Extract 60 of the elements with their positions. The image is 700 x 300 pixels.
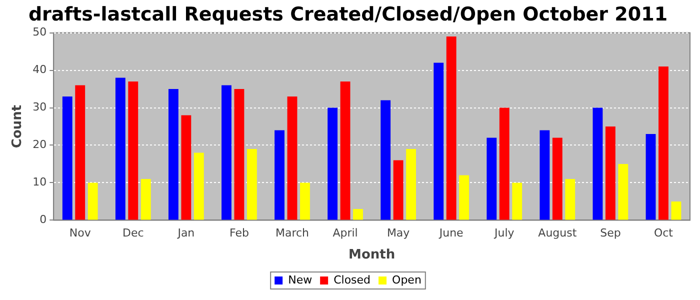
x-tick-label: July [493,226,515,240]
bar [340,82,350,220]
bar [234,89,244,220]
x-tick-label: Dec [122,226,144,240]
bar [499,108,510,220]
bar [62,96,72,220]
bar [434,62,444,220]
y-tick-label: 50 [32,26,47,39]
x-tick-label: August [538,226,578,240]
bar [446,36,456,220]
y-tick-label: 30 [32,100,47,114]
bar [658,66,668,220]
bar [194,152,204,220]
x-tick-label: May [386,226,410,240]
y-tick-label: 40 [32,63,47,76]
bar [300,182,310,220]
bar [646,134,656,220]
bar [140,178,151,220]
bar [75,85,86,220]
bar [380,100,391,220]
bar [287,96,298,220]
bar [605,126,616,220]
legend-label: New [288,273,312,286]
x-tick-label: March [275,226,310,240]
y-axis-title: Count [10,104,26,148]
bar [592,108,603,220]
bar [246,148,257,220]
x-axis-title: Month [348,248,396,263]
bar [459,175,470,220]
bar [540,130,550,220]
x-tick-label: Sep [600,226,621,240]
bar [552,138,562,220]
x-tick-label: June [438,226,464,240]
legend-label: Open [392,273,422,286]
bar [353,208,363,220]
x-tick-label: Feb [229,226,249,240]
bar [565,178,576,220]
bar [486,138,497,220]
bar [512,182,522,220]
bar [406,148,416,220]
y-tick-label: 20 [32,138,47,152]
bar [168,89,178,220]
y-tick-label: 0 [40,213,47,226]
x-tick-label: Jan [176,226,195,240]
legend-label: Closed [334,273,371,286]
x-tick-label: April [332,226,358,240]
bar [328,108,338,220]
bar [128,82,138,220]
bar [618,164,628,220]
y-tick-label: 10 [32,176,47,189]
bar [671,201,682,220]
bar [181,115,192,220]
bar [222,85,232,220]
chart-title: drafts-lastcall Requests Created/Closed/Open October 2011 [28,3,668,26]
bar [88,182,98,220]
x-tick-label: Oct [654,226,674,240]
bar [393,160,404,220]
bar [274,130,284,220]
x-tick-label: Nov [69,226,92,240]
bar [115,78,126,220]
